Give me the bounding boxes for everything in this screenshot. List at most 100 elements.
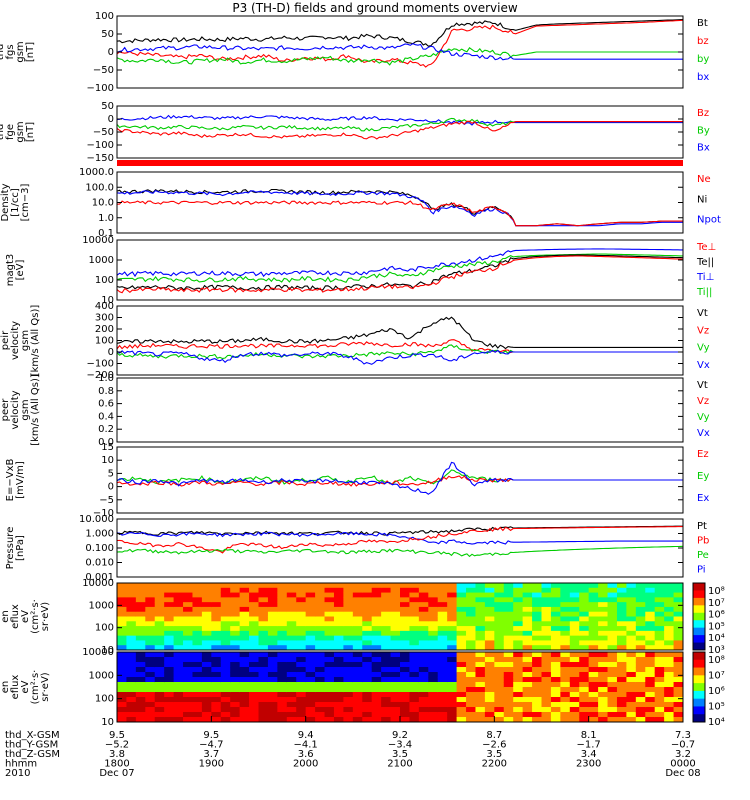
spectrogram-cell xyxy=(673,606,684,613)
colorbar-segment xyxy=(693,627,705,636)
spectrogram-cell xyxy=(362,682,373,688)
spectrogram-cell xyxy=(183,587,193,594)
spectrogram-cell xyxy=(418,597,429,603)
spectrogram-cell xyxy=(183,677,193,683)
y-axis-label: peer xyxy=(0,675,1,699)
spectrogram-cell xyxy=(400,602,410,608)
spectrogram-cell xyxy=(569,645,580,651)
spectrogram-cell xyxy=(258,626,269,632)
spectrogram-cell xyxy=(145,597,156,603)
spectrogram-cell xyxy=(154,657,165,663)
spectrogram-cell xyxy=(173,712,184,718)
spectrogram-cell xyxy=(400,707,410,713)
spectrogram-cell xyxy=(418,672,429,678)
colorbar-tick-label: 10⁸ xyxy=(708,655,725,666)
spectrogram-cell xyxy=(154,583,165,589)
spectrogram-cell xyxy=(362,645,373,651)
spectrogram-cell xyxy=(400,606,410,613)
spectrogram-cell xyxy=(635,687,646,693)
spectrogram-cell xyxy=(437,626,448,632)
spectrogram-cell xyxy=(541,687,552,693)
spectrogram-cell xyxy=(588,597,599,603)
spectrogram-cell xyxy=(484,621,495,627)
spectrogram-cell xyxy=(258,667,269,673)
spectrogram-cell xyxy=(239,583,250,589)
spectrogram-cell xyxy=(239,677,250,683)
spectrogram-cell xyxy=(117,662,127,668)
spectrogram-cell xyxy=(258,657,269,663)
spectrogram-cell xyxy=(239,640,250,646)
spectrogram-cell xyxy=(616,687,627,693)
spectrogram-cell xyxy=(220,677,231,683)
spectrogram-cell xyxy=(494,717,505,723)
spectrogram-cell xyxy=(192,672,203,678)
spectrogram-cell xyxy=(315,606,326,613)
spectrogram-cell xyxy=(400,635,410,641)
spectrogram-cell xyxy=(230,697,241,703)
spectrogram-cell xyxy=(381,587,392,594)
spectrogram-cell xyxy=(192,707,203,713)
mode-bar xyxy=(117,160,683,166)
spectrogram-cell xyxy=(588,717,599,723)
spectrogram-cell xyxy=(579,626,590,632)
y-axis-label: peir xyxy=(0,606,1,626)
spectrogram-cell xyxy=(673,587,684,594)
spectrogram-cell xyxy=(560,677,571,683)
spectrogram-cell xyxy=(654,583,665,589)
spectrogram-cell xyxy=(390,712,401,718)
spectrogram-cell xyxy=(239,697,250,703)
spectrogram-cell xyxy=(560,672,571,678)
spectrogram-cell xyxy=(183,597,193,603)
spectrogram-cell xyxy=(588,662,599,668)
y-tick-label: 300 xyxy=(95,313,114,324)
spectrogram-cell xyxy=(201,692,212,698)
spectrogram-cell xyxy=(475,611,486,617)
spectrogram-cell xyxy=(428,697,439,703)
spectrogram-cell xyxy=(239,630,250,637)
spectrogram-cell xyxy=(381,616,392,622)
spectrogram-cell xyxy=(117,606,127,613)
spectrogram-cell xyxy=(324,652,335,658)
spectrogram-cell xyxy=(541,652,552,658)
spectrogram-cell xyxy=(484,583,495,589)
spectrogram-cell xyxy=(239,587,250,594)
spectrogram-cell xyxy=(173,635,184,641)
spectrogram-cell xyxy=(249,657,259,663)
y-tick-label: −50 xyxy=(93,127,114,138)
spectrogram-cell xyxy=(607,645,618,651)
spectrogram-cell xyxy=(513,606,524,613)
spectrogram-cell xyxy=(249,682,259,688)
spectrogram-cell xyxy=(437,672,448,678)
spectrogram-cell xyxy=(673,592,684,598)
y-tick-label: −200 xyxy=(87,370,114,381)
spectrogram-cell xyxy=(569,592,580,598)
spectrogram-cell xyxy=(343,707,354,713)
spectrogram-cell xyxy=(211,707,222,713)
spectrogram-cell xyxy=(145,616,156,622)
y-tick-label: 10000 xyxy=(82,235,114,246)
spectrogram-cell xyxy=(286,677,297,683)
spectrogram-cell xyxy=(428,645,439,651)
spectrogram-cell xyxy=(626,657,637,663)
spectrogram-cell xyxy=(522,667,533,673)
spectrogram-cell xyxy=(428,672,439,678)
spectrogram-cell xyxy=(164,640,175,646)
spectrogram-cell xyxy=(409,682,420,688)
spectrogram-cell xyxy=(173,606,184,613)
spectrogram-cell xyxy=(560,707,571,713)
spectrogram-cell xyxy=(296,611,307,617)
spectrogram-cell xyxy=(277,630,288,637)
spectrogram-cell xyxy=(654,662,665,668)
spectrogram-cell xyxy=(352,611,363,617)
spectrogram-cell xyxy=(560,635,571,641)
spectrogram-cell xyxy=(598,652,609,658)
spectrogram-cell xyxy=(579,640,590,646)
spectrogram-cell xyxy=(447,583,458,589)
spectrogram-cell xyxy=(466,611,476,617)
spectrogram-cell xyxy=(607,667,618,673)
spectrogram-cell xyxy=(418,616,429,622)
spectrogram-cell xyxy=(154,635,165,641)
spectrogram-cell xyxy=(126,597,137,603)
spectrogram-cell xyxy=(447,667,458,673)
